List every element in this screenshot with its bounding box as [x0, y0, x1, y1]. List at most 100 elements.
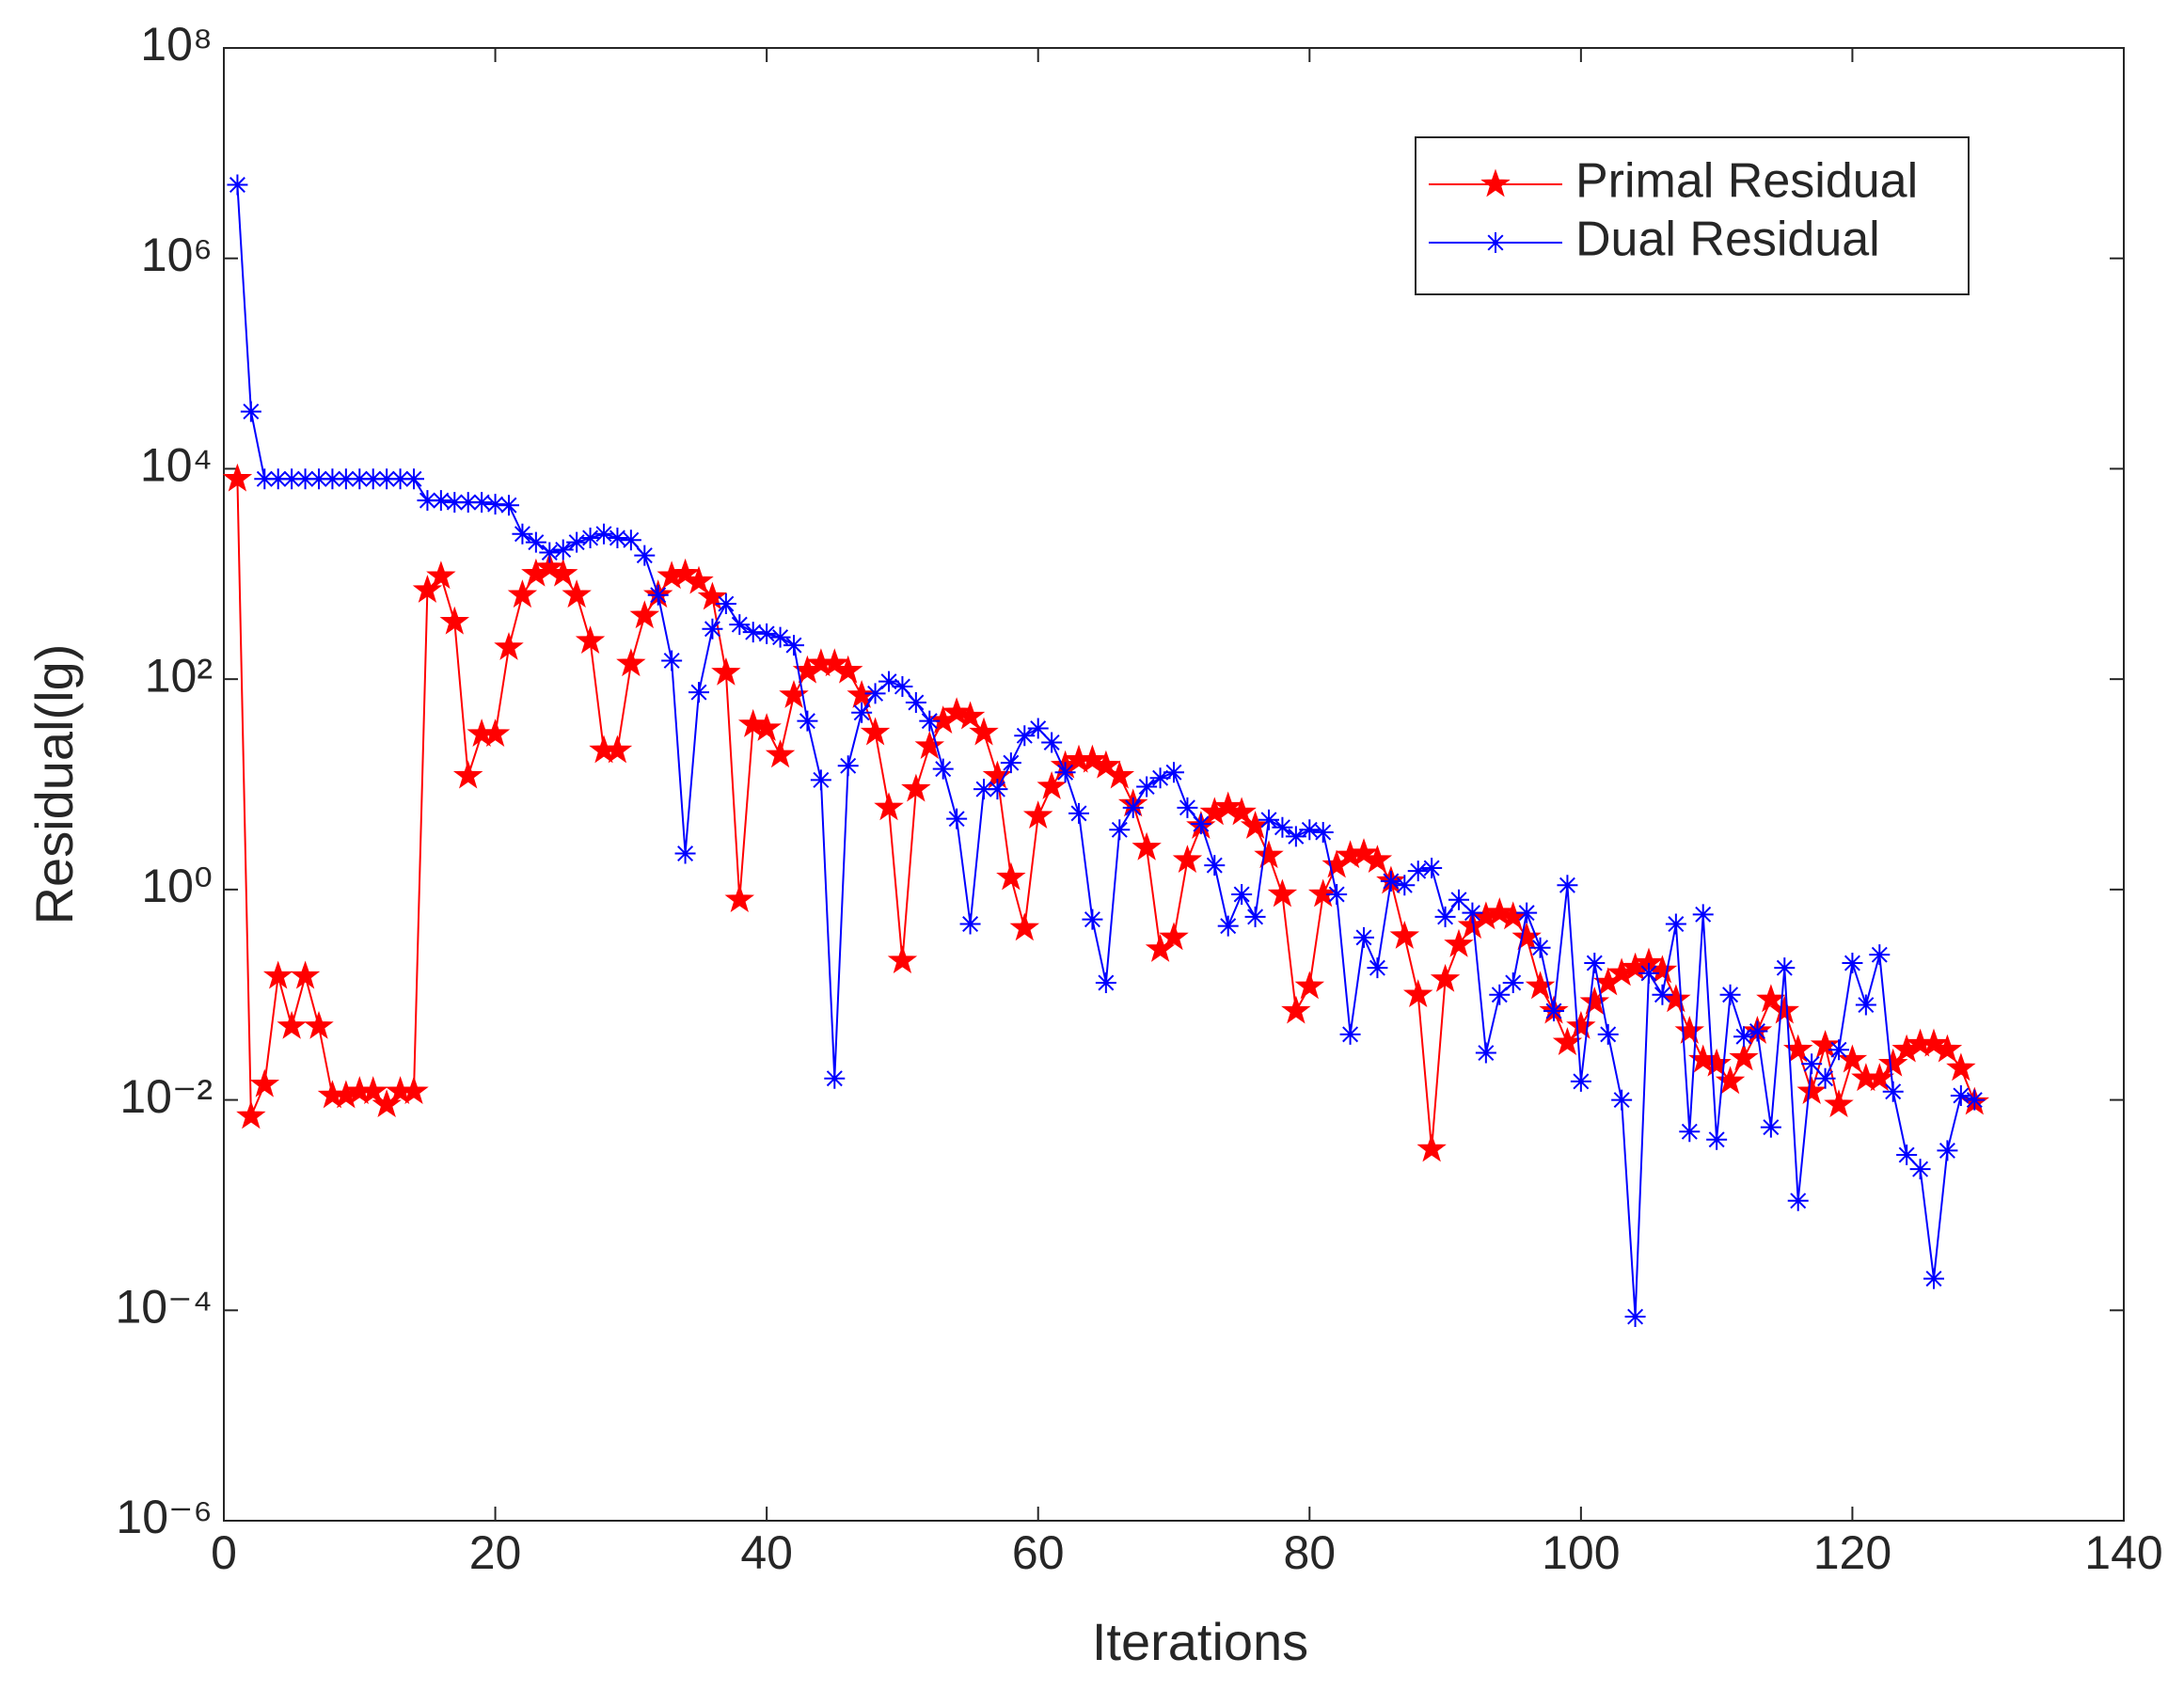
data-point — [1679, 1121, 1701, 1143]
data-point — [1231, 883, 1253, 905]
x-tick-label: 120 — [1813, 1526, 1891, 1579]
data-point — [426, 561, 456, 590]
data-point — [1394, 875, 1416, 896]
data-point — [1041, 732, 1063, 753]
data-point — [452, 760, 483, 789]
data-point — [1769, 995, 1800, 1024]
data-point — [810, 769, 831, 791]
data-point — [1801, 1053, 1823, 1075]
data-point — [742, 622, 764, 643]
legend-marker — [1485, 232, 1506, 253]
data-point — [262, 960, 293, 989]
data-point — [1869, 944, 1891, 966]
x-tick-label: 80 — [1283, 1526, 1336, 1579]
data-point — [281, 468, 303, 490]
data-point — [1692, 904, 1714, 925]
x-tick-label: 140 — [2084, 1526, 2162, 1579]
data-point — [892, 676, 913, 698]
data-point — [1132, 831, 1162, 861]
data-point — [357, 1076, 388, 1105]
data-point — [737, 708, 768, 737]
data-point — [534, 551, 565, 580]
data-point — [1828, 1039, 1849, 1061]
data-point — [1448, 889, 1469, 910]
data-point — [1611, 1089, 1633, 1111]
data-point — [399, 1076, 429, 1105]
data-point — [1733, 1026, 1754, 1048]
data-point — [290, 960, 321, 989]
data-point — [1896, 1145, 1918, 1166]
data-point — [1566, 1010, 1596, 1039]
data-point — [1597, 1023, 1619, 1045]
data-point — [404, 468, 424, 490]
data-point — [661, 650, 683, 671]
data-point — [1647, 955, 1678, 984]
data-point — [1434, 906, 1456, 927]
data-point — [634, 545, 656, 566]
data-point — [837, 755, 859, 777]
data-point — [1837, 1044, 1868, 1073]
y-tick-label: 10⁸ — [140, 18, 213, 71]
data-point — [1932, 1034, 1963, 1063]
data-point — [824, 1067, 846, 1089]
data-point — [647, 584, 669, 606]
data-point — [471, 492, 493, 513]
data-point — [1516, 902, 1538, 924]
data-point — [887, 945, 918, 974]
data-point — [1389, 920, 1420, 949]
data-point — [1756, 984, 1786, 1013]
data-point — [1244, 906, 1266, 927]
x-tick-label: 0 — [211, 1526, 237, 1579]
legend-label: Primal Residual — [1575, 154, 1918, 209]
data-point — [1294, 971, 1325, 1000]
data-point — [1638, 962, 1659, 984]
data-point — [724, 884, 755, 913]
data-point — [1882, 1081, 1904, 1102]
data-point — [1877, 1048, 1908, 1077]
data-point — [222, 463, 253, 492]
data-point — [579, 527, 601, 548]
data-point — [1525, 971, 1556, 1000]
data-point — [444, 492, 466, 513]
y-tick-label: 10⁻² — [119, 1070, 213, 1123]
data-point — [1687, 1044, 1718, 1073]
data-point — [512, 523, 533, 545]
data-point — [779, 679, 809, 708]
y-tick-label: 10⁰ — [141, 860, 213, 912]
plot-frame — [223, 47, 2125, 1522]
data-point — [1557, 875, 1578, 896]
data-point — [756, 623, 778, 644]
data-point — [607, 527, 628, 548]
data-point — [1430, 963, 1461, 992]
data-point — [372, 1089, 402, 1118]
data-point — [860, 717, 891, 746]
data-point — [1855, 994, 1876, 1016]
data-point — [1421, 858, 1443, 879]
data-point — [309, 468, 329, 490]
data-point — [942, 697, 972, 726]
data-point — [1824, 1089, 1854, 1118]
data-point — [1082, 908, 1103, 930]
data-point — [294, 468, 316, 490]
data-point — [593, 523, 614, 545]
data-point — [1579, 987, 1610, 1015]
data-point — [783, 635, 804, 656]
data-point — [1299, 819, 1321, 841]
data-point — [905, 691, 926, 713]
data-point — [674, 843, 696, 864]
data-point — [1502, 971, 1524, 993]
data-point — [616, 648, 646, 677]
data-point — [1760, 1116, 1781, 1138]
data-point — [1272, 816, 1293, 838]
data-point — [1782, 1034, 1813, 1063]
x-axis-label: Iterations — [1092, 1612, 1308, 1671]
data-point — [1190, 813, 1211, 835]
data-point — [620, 529, 641, 551]
data-point — [1258, 809, 1279, 830]
data-point — [1163, 762, 1184, 783]
data-point — [267, 468, 289, 490]
data-point — [1204, 855, 1226, 877]
data-point — [1054, 762, 1076, 783]
y-tick-label: 10² — [145, 649, 213, 702]
